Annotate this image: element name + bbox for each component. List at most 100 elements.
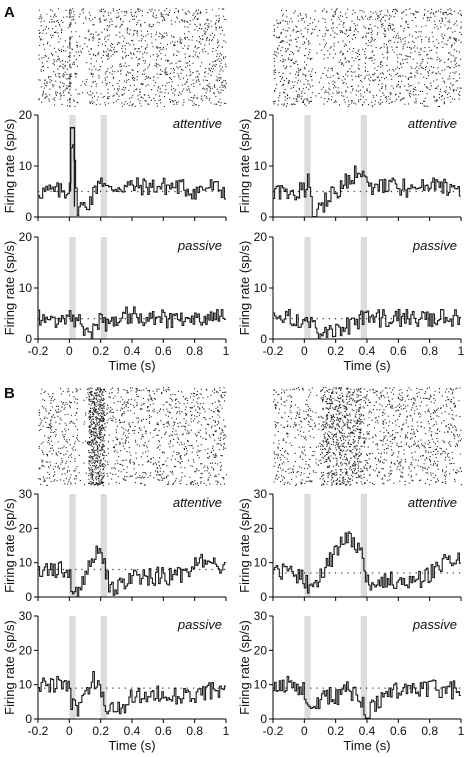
x-tick-label: 1 bbox=[223, 724, 230, 738]
spike-dots bbox=[38, 387, 228, 486]
x-tick-label: 0 bbox=[301, 724, 308, 738]
stimulus-window bbox=[304, 115, 311, 217]
x-tick-label: 0.4 bbox=[359, 344, 376, 358]
y-tick-label: 10 bbox=[19, 556, 33, 570]
y-tick-label: 0 bbox=[25, 712, 32, 726]
y-axis-label: Firing rate (sp/s) bbox=[2, 119, 17, 214]
stimulus-window bbox=[100, 494, 107, 597]
x-tick-label: 0.2 bbox=[92, 724, 109, 738]
rate-trace bbox=[273, 531, 461, 594]
x-tick-label: -0.2 bbox=[263, 344, 284, 358]
y-tick-label: 30 bbox=[19, 609, 33, 623]
rate-panel-A-left-attentive: 0 10 20 attentive Firing rate (sp/s) bbox=[2, 108, 227, 224]
spike-dots bbox=[273, 8, 462, 108]
condition-label: passive bbox=[177, 617, 222, 632]
rate-panel-A-right-attentive: 0 10 20 attentive Firing rate (sp/s) bbox=[237, 108, 462, 224]
x-tick-label: 0.8 bbox=[186, 344, 203, 358]
x-axis-label: Time (s) bbox=[108, 738, 155, 753]
stimulus-window bbox=[69, 616, 76, 719]
y-tick-label: 20 bbox=[254, 521, 268, 535]
x-tick-label: 0 bbox=[66, 344, 73, 358]
y-tick-label: 30 bbox=[254, 609, 268, 623]
y-axis-label: Firing rate (sp/s) bbox=[2, 620, 17, 715]
x-tick-label: 0.4 bbox=[124, 344, 141, 358]
y-tick-label: 30 bbox=[254, 487, 268, 501]
y-tick-label: 0 bbox=[25, 332, 32, 346]
rate-trace bbox=[273, 675, 461, 719]
x-tick-label: 0.4 bbox=[124, 724, 141, 738]
rate-trace bbox=[38, 545, 226, 598]
y-tick-label: 10 bbox=[19, 281, 33, 295]
x-axis-label: Time (s) bbox=[343, 738, 390, 753]
x-tick-label: 0.6 bbox=[155, 344, 172, 358]
stimulus-window bbox=[100, 237, 107, 339]
x-tick-label: 1 bbox=[458, 724, 465, 738]
x-tick-label: 0.4 bbox=[359, 724, 376, 738]
rate-trace bbox=[38, 671, 226, 717]
stimulus-window bbox=[360, 115, 367, 217]
condition-label: attentive bbox=[408, 495, 457, 510]
onset-spikes bbox=[69, 9, 71, 107]
y-tick-label: 10 bbox=[19, 159, 33, 173]
rate-panel-B-right-attentive: 0 10 20 30 attentive Firing rate (sp/s) bbox=[237, 487, 462, 604]
x-tick-label: 0.8 bbox=[421, 724, 438, 738]
condition-label: passive bbox=[412, 238, 457, 253]
spike-raster bbox=[273, 387, 462, 486]
y-tick-label: 20 bbox=[19, 230, 33, 244]
y-tick-label: 20 bbox=[254, 643, 268, 657]
x-tick-label: -0.2 bbox=[263, 724, 284, 738]
y-tick-label: 10 bbox=[254, 678, 268, 692]
rate-trace bbox=[38, 306, 226, 340]
x-tick-label: 0.6 bbox=[155, 724, 172, 738]
spike-rasters bbox=[38, 8, 462, 486]
x-axis-label: Time (s) bbox=[343, 358, 390, 373]
x-tick-label: 0 bbox=[66, 724, 73, 738]
section-letter: A bbox=[4, 4, 15, 21]
condition-label: passive bbox=[412, 617, 457, 632]
y-tick-label: 10 bbox=[19, 678, 33, 692]
x-tick-label: 0.8 bbox=[421, 344, 438, 358]
rate-panel-B-left-attentive: 0 10 20 30 attentive Firing rate (sp/s) bbox=[2, 487, 227, 604]
x-tick-label: 0.2 bbox=[327, 344, 344, 358]
y-tick-label: 20 bbox=[254, 230, 268, 244]
y-tick-label: 20 bbox=[19, 521, 33, 535]
y-tick-label: 10 bbox=[254, 556, 268, 570]
stimulus-window bbox=[304, 237, 311, 339]
y-axis-label: Firing rate (sp/s) bbox=[237, 119, 252, 214]
y-tick-label: 10 bbox=[254, 281, 268, 295]
section-letter: B bbox=[4, 385, 15, 402]
spike-raster bbox=[273, 8, 462, 108]
stimulus-window bbox=[100, 115, 107, 217]
rate-trace bbox=[273, 165, 461, 218]
x-tick-label: 1 bbox=[458, 344, 465, 358]
x-tick-label: 0 bbox=[301, 344, 308, 358]
y-tick-label: 0 bbox=[25, 590, 32, 604]
y-axis-label: Firing rate (sp/s) bbox=[2, 241, 17, 336]
condition-label: attentive bbox=[173, 495, 222, 510]
y-axis-label: Firing rate (sp/s) bbox=[237, 620, 252, 715]
x-tick-label: 1 bbox=[223, 344, 230, 358]
x-tick-label: -0.2 bbox=[28, 724, 49, 738]
section-letters: AB bbox=[4, 4, 15, 402]
y-tick-label: 0 bbox=[260, 332, 267, 346]
spike-dots bbox=[273, 387, 462, 486]
stimulus-window bbox=[360, 616, 367, 719]
x-axis-label: Time (s) bbox=[108, 358, 155, 373]
y-axis-label: Firing rate (sp/s) bbox=[237, 241, 252, 336]
stimulus-window bbox=[360, 237, 367, 339]
spike-dots bbox=[38, 8, 227, 108]
rate-peak bbox=[69, 127, 76, 207]
stimulus-window bbox=[100, 616, 107, 719]
x-tick-label: 0.6 bbox=[390, 344, 407, 358]
y-tick-label: 0 bbox=[260, 712, 267, 726]
spike-raster bbox=[38, 8, 227, 108]
x-tick-label: 0.2 bbox=[92, 344, 109, 358]
y-tick-label: 0 bbox=[25, 210, 32, 224]
stimulus-window bbox=[69, 115, 76, 217]
